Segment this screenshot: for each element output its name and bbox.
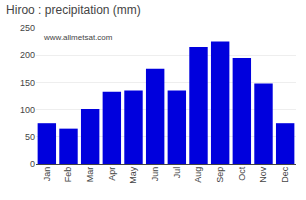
svg-text:Apr: Apr [107, 167, 117, 181]
svg-text:150: 150 [20, 78, 35, 88]
svg-text:250: 250 [20, 23, 35, 33]
svg-text:Jun: Jun [150, 167, 160, 182]
svg-text:100: 100 [20, 105, 35, 115]
svg-text:50: 50 [25, 132, 35, 142]
svg-text:Hiroo : precipitation (mm): Hiroo : precipitation (mm) [6, 3, 141, 17]
svg-text:Dec: Dec [280, 166, 290, 183]
svg-text:0: 0 [30, 159, 35, 169]
svg-text:Jan: Jan [42, 167, 52, 182]
svg-text:200: 200 [20, 50, 35, 60]
svg-text:Oct: Oct [237, 166, 247, 181]
svg-text:May: May [128, 166, 138, 184]
svg-text:Mar: Mar [85, 167, 95, 183]
svg-text:Jul: Jul [172, 167, 182, 179]
svg-text:Sep: Sep [215, 167, 225, 183]
svg-text:Aug: Aug [193, 167, 203, 183]
svg-text:Nov: Nov [258, 166, 268, 183]
svg-text:www.allmetsat.com: www.allmetsat.com [43, 33, 113, 42]
svg-text:Feb: Feb [63, 167, 73, 183]
